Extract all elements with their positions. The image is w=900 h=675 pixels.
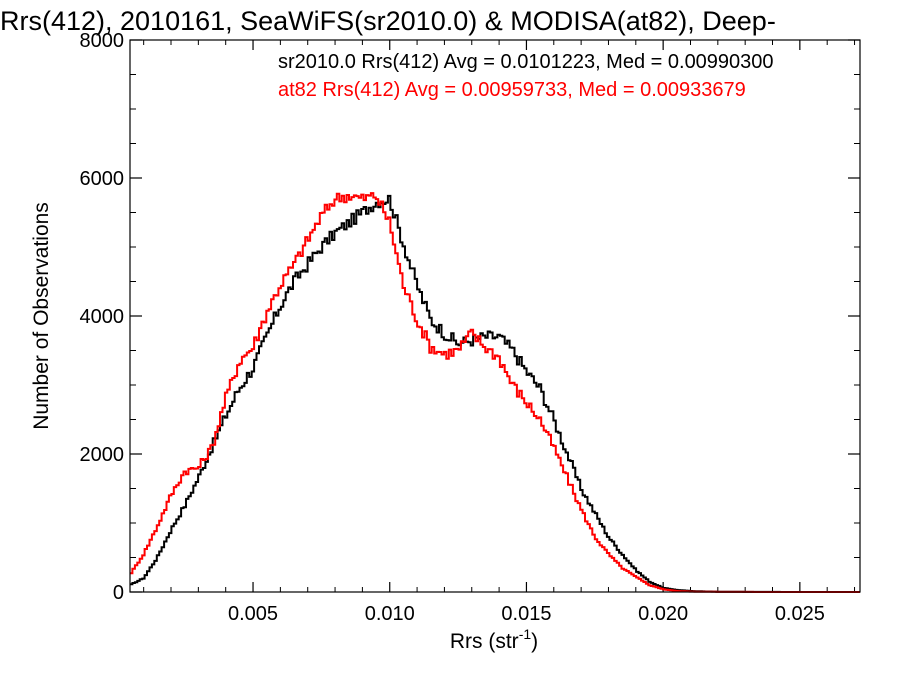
legend-entry-sr2010: sr2010.0 Rrs(412) Avg = 0.0101223, Med =… [278,51,774,73]
x-tick-label: 0.020 [638,603,688,625]
series-line-sr2010-0 [130,194,860,593]
y-tick-label: 2000 [80,444,125,466]
chart-title: Rrs(412), 2010161, SeaWiFS(sr2010.0) & M… [0,6,776,36]
series-line-at82 [130,192,860,593]
y-tick-label: 4000 [80,306,125,328]
x-tick-label: 0.015 [501,603,551,625]
y-tick-label: 0 [113,582,124,604]
x-tick-label: 0.005 [228,603,278,625]
plot-frame [129,39,861,593]
x-axis-label-superscript: -1 [519,626,532,642]
x-axis-ticks: 0.005 0.010 0.015 0.020 0.025 [143,40,856,625]
y-tick-label: 6000 [80,168,125,190]
x-tick-label: 0.025 [775,603,825,625]
y-tick-label: 8000 [80,30,125,52]
x-axis-label-main: Rrs (str [450,630,519,653]
legend-entry-at82: at82 Rrs(412) Avg = 0.00959733, Med = 0.… [278,79,746,101]
x-axis-label-close: ) [531,630,538,653]
x-axis-label: Rrs (str-1) [450,626,538,653]
series-layer [130,192,860,593]
y-axis-ticks: 0 2000 4000 6000 8000 [80,30,860,604]
x-tick-label: 0.010 [365,603,415,625]
y-axis-label: Number of Observations [30,202,53,430]
